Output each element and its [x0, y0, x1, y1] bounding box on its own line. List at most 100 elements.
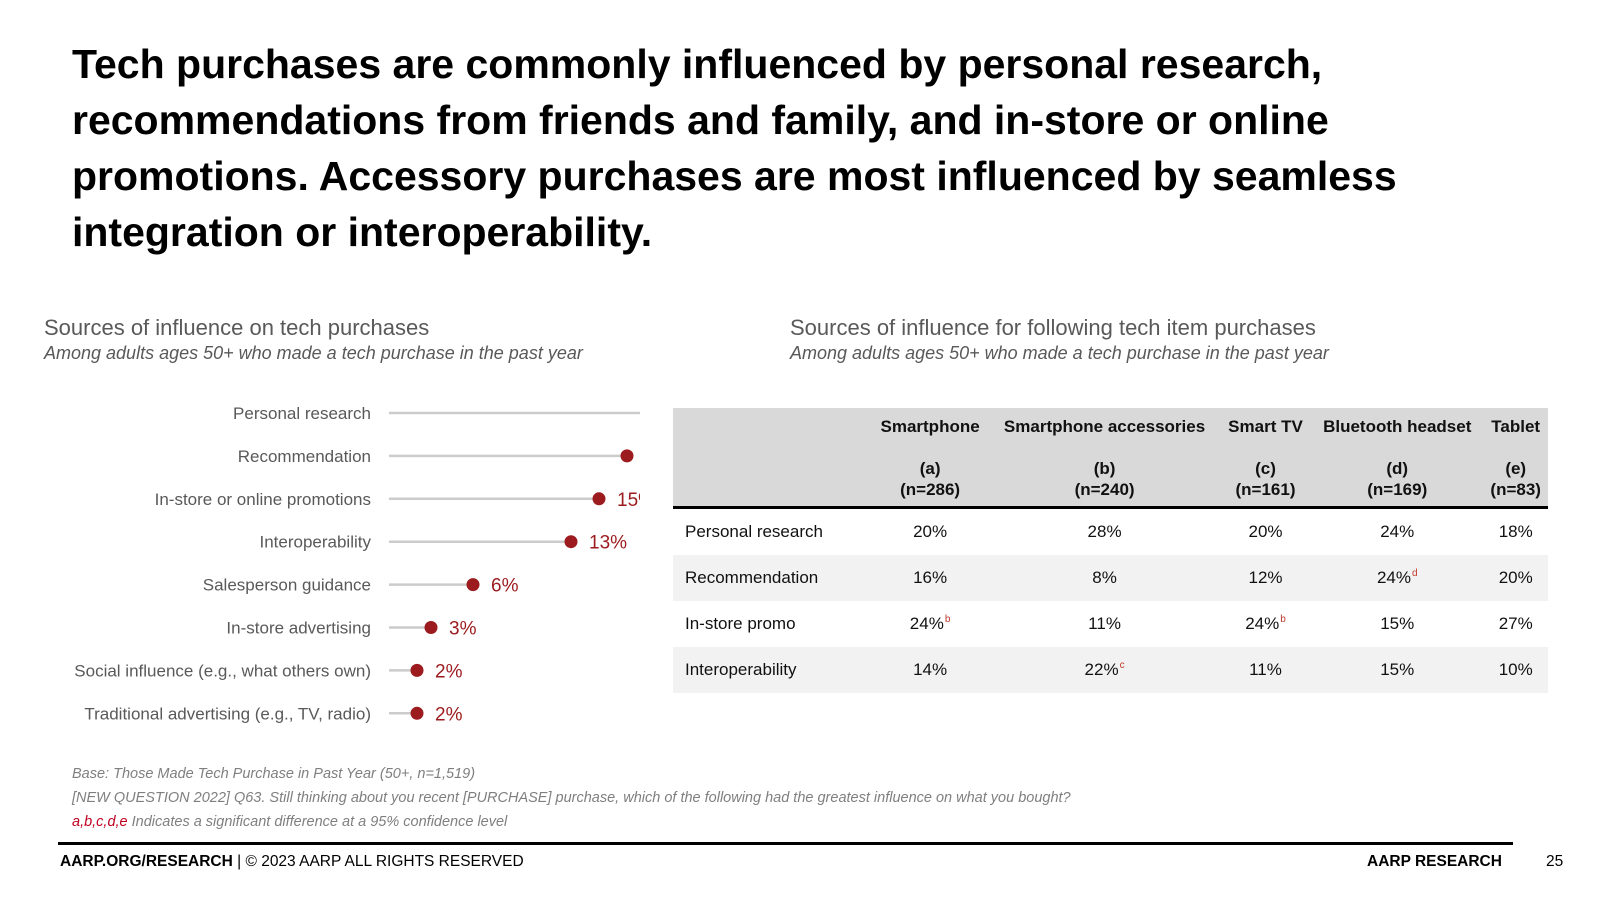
table-body: Personal research 20% 28% 20% 24% 18% Recommen… — [673, 508, 1548, 693]
value-label: 15% — [617, 490, 640, 511]
value-label: 6% — [491, 576, 519, 597]
category-label: Personal research — [233, 404, 371, 423]
column-n: (n=286) — [900, 480, 961, 499]
table-cell: 11% — [989, 601, 1220, 647]
table-cell: 24%d — [1311, 555, 1484, 601]
significance-marker: b — [1280, 614, 1286, 626]
table-cell: 22%c — [989, 647, 1220, 693]
column-name: Smartphone accessories — [1003, 417, 1206, 436]
table-header-row: Smartphone (a) (n=286) Smartphone accessori… — [673, 408, 1548, 509]
lollipop-dot — [592, 492, 606, 506]
table-cell: 10% — [1483, 647, 1548, 693]
cell-value: 11% — [1088, 614, 1121, 633]
category-label: Social influence (e.g., what others own) — [74, 661, 371, 680]
column-n: (n=240) — [1074, 480, 1135, 499]
table-subtitle: Among adults ages 50+ who made a tech pu… — [790, 343, 1329, 363]
influence-table: Smartphone (a) (n=286) Smartphone accessori… — [673, 408, 1548, 693]
column-letter: (b) — [1093, 459, 1116, 478]
column-letter: (d) — [1386, 459, 1409, 478]
table-cell: 20% — [1483, 555, 1548, 601]
table-cell: 18% — [1483, 508, 1548, 556]
table-cell: 24% — [1311, 508, 1483, 556]
base-note: Base: Those Made Tech Purchase in Past Y… — [72, 766, 476, 782]
cell-value: 11% — [1249, 660, 1282, 679]
cell-value: 18% — [1498, 522, 1533, 541]
cell-value: 24% — [1380, 522, 1415, 541]
cell-value: 15% — [1380, 660, 1415, 679]
table-heading: Sources of influence for following tech … — [790, 314, 1329, 364]
cell-value: 15% — [1380, 614, 1415, 633]
cell-value: 8% — [1092, 568, 1117, 587]
cell-value: 20% — [1498, 568, 1533, 587]
cell-value: 24% — [1376, 568, 1411, 587]
cell-value: 16% — [913, 568, 948, 587]
footer-copyright: | © 2023 AARP ALL RIGHTS RESERVED — [232, 853, 524, 870]
column-name: Bluetooth headset — [1323, 417, 1472, 436]
value-label: 13% — [589, 533, 627, 554]
column-n: (n=169) — [1367, 480, 1428, 499]
cell-value: 22% — [1084, 660, 1119, 679]
cell-value: 20% — [1248, 522, 1283, 541]
category-label: Recommendation — [238, 447, 371, 466]
row-label: Personal research — [685, 522, 823, 541]
category-label: In-store or online promotions — [155, 490, 371, 509]
table-cell: 15% — [1311, 647, 1484, 693]
lollipop-dot — [410, 663, 424, 677]
cell-value: 20% — [913, 522, 948, 541]
lollipop-chart: Personal research25%Recommendation17%In-… — [74, 404, 640, 725]
column-header: Tablet (e) (n=83) — [1483, 408, 1548, 509]
table-cell: 12% — [1219, 555, 1312, 601]
lollipop-dot — [466, 578, 480, 592]
cell-value: 27% — [1498, 614, 1533, 633]
table-row: Personal research 20% 28% 20% 24% 18% — [673, 508, 1548, 556]
table-cell: 16% — [871, 555, 990, 601]
column-n: (n=83) — [1490, 480, 1541, 499]
lollipop-chart-heading: Sources of influence on tech purchases A… — [44, 314, 583, 364]
column-header: Smart TV (c) (n=161) — [1219, 408, 1312, 509]
table-cell: 11% — [1219, 647, 1312, 693]
footer-brand: AARP RESEARCH — [1367, 853, 1502, 870]
table-corner-cell — [673, 408, 871, 509]
cell-value: 24% — [1245, 614, 1280, 633]
category-label: Interoperability — [259, 533, 371, 552]
lollipop-dot — [564, 535, 578, 549]
table-cell: 28% — [989, 508, 1220, 556]
significance-marker: c — [1119, 660, 1125, 672]
cell-value: 12% — [1248, 568, 1283, 587]
footer-rule — [58, 842, 1513, 845]
significance-marker: b — [944, 614, 951, 626]
row-label: Interoperability — [673, 647, 871, 693]
significance-letters: a,b,c,d,e — [72, 814, 128, 830]
table-cell: 20% — [871, 508, 989, 556]
column-name: Smart TV — [1228, 417, 1303, 436]
column-header: Smartphone (a) (n=286) — [871, 408, 990, 509]
column-letter: (c) — [1255, 459, 1276, 478]
headline: Tech purchases are commonly influenced b… — [72, 41, 1397, 255]
column-name: Tablet — [1491, 417, 1541, 436]
lollipop-dot — [410, 706, 424, 720]
column-name: Smartphone — [880, 417, 980, 436]
cell-value: 14% — [913, 660, 948, 679]
row-label: In-store promo — [685, 614, 796, 633]
significance-note: a,b,c,d,e Indicates a significant differ… — [72, 810, 1071, 834]
page-number: 25 — [1546, 853, 1564, 870]
category-label: Salesperson guidance — [203, 576, 371, 595]
category-label: Traditional advertising (e.g., TV, radio… — [84, 704, 371, 723]
column-n: (n=161) — [1235, 480, 1296, 499]
cell-value: 28% — [1087, 522, 1122, 541]
footer-left: AARP.ORG/RESEARCH | © 2023 AARP ALL RIGH… — [60, 853, 524, 871]
table-row: Recommendation 16% 8% 12% 24%d 20% — [673, 555, 1548, 601]
table-title: Sources of influence for following tech … — [790, 315, 1316, 340]
significance-text: Indicates a significant difference at a … — [127, 814, 508, 830]
value-label: 2% — [435, 704, 463, 725]
question-note: [NEW QUESTION 2022] Q63. Still thinking … — [72, 790, 1071, 806]
column-header: Bluetooth headset (d) (n=169) — [1311, 408, 1484, 509]
table-cell: 14% — [871, 647, 990, 693]
lollipop-dot — [620, 449, 634, 463]
table-cell: 24%b — [1220, 601, 1311, 647]
value-label: 3% — [449, 619, 477, 640]
table-cell: 27% — [1483, 601, 1548, 647]
column-header: Smartphone accessories (b) (n=240) — [989, 408, 1220, 509]
value-label: 2% — [435, 661, 463, 682]
lollipop-chart-title: Sources of influence on tech purchases — [44, 315, 430, 340]
